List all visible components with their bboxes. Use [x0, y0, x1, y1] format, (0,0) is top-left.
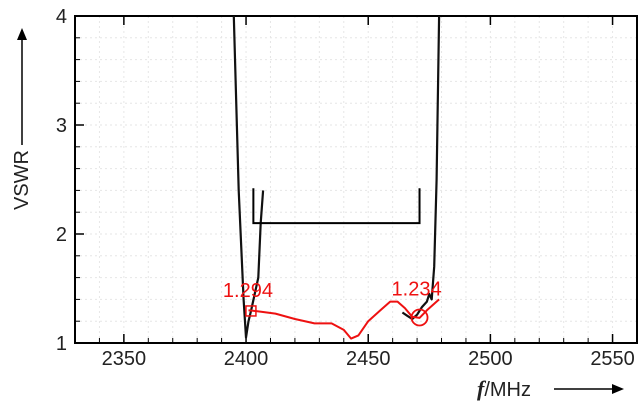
x-tick-label: 2450: [346, 348, 391, 370]
x-tick-label: 2400: [224, 348, 269, 370]
x-tick-label: 2550: [590, 348, 635, 370]
y-tick-label: 1: [56, 333, 67, 355]
x-axis-title-group: f/MHz: [477, 376, 624, 401]
band-bracket: [252, 188, 421, 225]
x-axis-unit: /MHz: [484, 379, 531, 401]
series-layer: [232, 15, 441, 340]
y-tick-label: 4: [56, 6, 67, 28]
x-tick-label: 2500: [468, 348, 513, 370]
circle-marker: [410, 308, 429, 327]
x-axis-arrow-head: [612, 384, 624, 394]
y-axis-title: VSWR: [11, 150, 33, 210]
y-tick-label: 3: [56, 115, 67, 137]
square-marker: [245, 305, 257, 317]
grid-layer: [74, 15, 638, 344]
marker-value-label: 1.294: [223, 280, 273, 302]
marker-value-label: 1.234: [392, 278, 442, 300]
y-tick-label: 2: [56, 224, 67, 246]
y-axis-title-group: VSWR: [11, 28, 33, 210]
measured-vswr-line: [248, 298, 440, 340]
x-axis-symbol: f: [477, 376, 487, 401]
x-tick-label: 2350: [102, 348, 147, 370]
ticks-layer: 2350 2400 2450 2500 2550 1 2 3 4: [56, 6, 638, 370]
x-axis-title: f/MHz: [477, 376, 531, 401]
y-axis-arrow-head: [17, 28, 27, 40]
plot-frame: [74, 15, 638, 344]
simulated-vswr-line: [232, 15, 265, 339]
annotation-layer: 1.294 1.234: [223, 188, 442, 327]
simulated-vswr-line: [401, 15, 441, 321]
